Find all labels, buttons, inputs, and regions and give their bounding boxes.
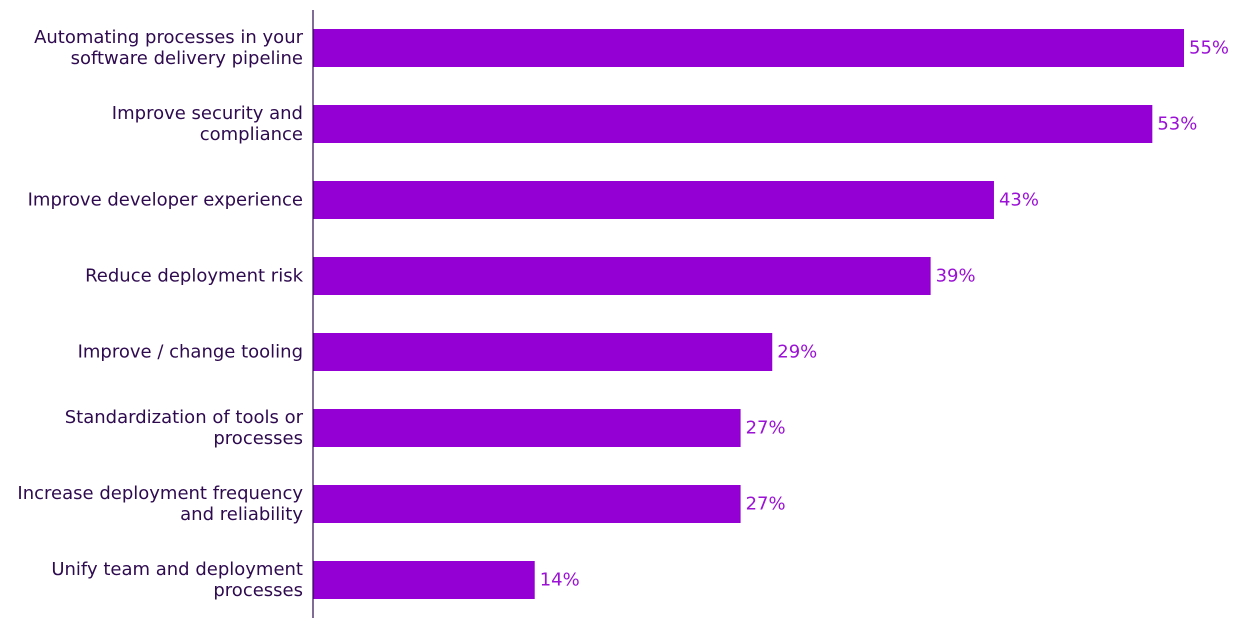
bar-value-label: 55% (1189, 38, 1229, 59)
category-label-line: compliance (200, 124, 303, 145)
bar-value-label: 53% (1157, 114, 1197, 135)
category-label: Automating processes in your software del… (34, 27, 304, 69)
bar (313, 485, 741, 523)
bar (313, 181, 994, 219)
category-label-line: and reliability (180, 504, 303, 525)
bar-value-label: 27% (746, 418, 786, 439)
category-label: Improve / change tooling (78, 342, 303, 363)
category-label: Improve security and compliance (112, 103, 303, 145)
bar (313, 29, 1184, 67)
bar-value-label: 14% (540, 570, 580, 591)
category-label-line: processes (213, 428, 303, 449)
category-label-line: Standardization of tools or (65, 407, 304, 428)
bar (313, 561, 535, 599)
category-label-line: Unify team and deployment (51, 559, 303, 580)
category-label: Improve developer experience (28, 190, 303, 211)
category-label-line: processes (213, 580, 303, 601)
category-label-line: Increase deployment frequency (17, 483, 303, 504)
category-label-line: software delivery pipeline (71, 48, 303, 69)
bar-value-label: 27% (746, 494, 786, 515)
category-label-line: Automating processes in your (34, 27, 304, 48)
category-label-line: Reduce deployment risk (85, 266, 303, 287)
bar (313, 257, 931, 295)
category-label: Unify team and deployment processes (51, 559, 303, 601)
bar (313, 105, 1153, 143)
bar (313, 409, 741, 447)
category-label-line: Improve security and (112, 103, 303, 124)
category-label-line: Improve / change tooling (78, 342, 303, 363)
bar-value-label: 43% (999, 190, 1039, 211)
category-label: Standardization of tools or processes (65, 407, 304, 449)
category-label: Increase deployment frequency and reliabi… (17, 483, 303, 525)
bar (313, 333, 773, 371)
category-labels-group: Automating processes in your software del… (17, 27, 303, 601)
category-label: Reduce deployment risk (85, 266, 303, 287)
value-labels-group: 55% 53% 43% 39% 29% 27% 27% 14% (540, 38, 1229, 591)
bar-value-label: 39% (936, 266, 976, 287)
category-label-line: Improve developer experience (28, 190, 303, 211)
bar-value-label: 29% (777, 342, 817, 363)
bars-group (313, 29, 1184, 599)
